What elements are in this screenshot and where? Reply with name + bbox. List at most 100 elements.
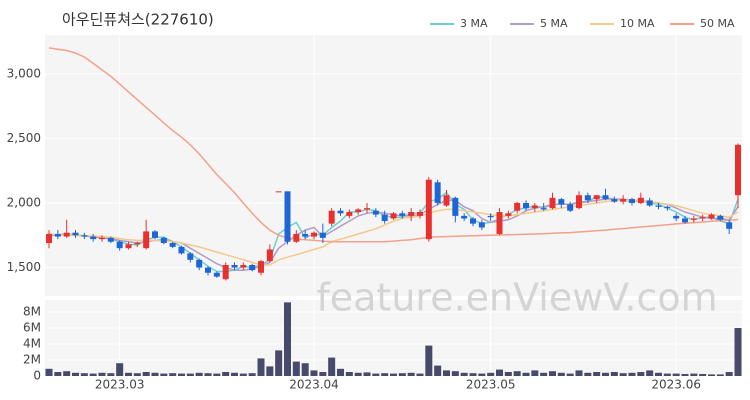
candle-body xyxy=(523,202,529,209)
candle-body xyxy=(629,199,635,203)
candle-body xyxy=(478,222,485,228)
volume-bar xyxy=(248,373,256,376)
volume-bar xyxy=(557,372,565,376)
candle-body xyxy=(708,214,715,219)
volume-bar xyxy=(716,374,724,376)
legend-label: 50 MA xyxy=(700,17,735,30)
candle-body xyxy=(116,241,123,249)
volume-bar xyxy=(257,358,265,376)
volume-bar xyxy=(663,373,671,376)
volume-bar xyxy=(407,372,415,376)
candle-body xyxy=(107,237,114,242)
volume-bar xyxy=(504,372,512,376)
candle-body xyxy=(72,232,79,236)
candle-body xyxy=(328,210,335,224)
volume-bar xyxy=(195,372,203,376)
candle-body xyxy=(364,208,370,210)
candle-body xyxy=(372,210,379,215)
candle-body xyxy=(637,197,644,203)
candle-body xyxy=(620,199,627,202)
volume-bar xyxy=(478,373,486,376)
volume-bar xyxy=(416,373,424,376)
y-tick-label: 6M xyxy=(23,321,41,335)
volume-bar xyxy=(372,373,380,376)
volume-bar xyxy=(425,345,433,376)
candle-body xyxy=(249,264,256,271)
candle-body xyxy=(134,243,141,245)
candle-body xyxy=(143,231,150,249)
candle-body xyxy=(496,212,503,234)
candle-body xyxy=(726,222,733,229)
volume-bar xyxy=(690,373,698,376)
candle-body xyxy=(381,214,388,222)
volume-bar xyxy=(549,371,556,376)
volume-bar xyxy=(328,357,336,376)
candle-body xyxy=(54,233,61,237)
volume-bar xyxy=(142,372,150,376)
candle-body xyxy=(346,212,353,216)
candle-body xyxy=(231,264,238,268)
candle-body xyxy=(222,264,229,280)
candle-body xyxy=(576,195,582,209)
candle-body xyxy=(611,199,618,202)
candle-body xyxy=(81,235,88,237)
volume-bar xyxy=(487,372,495,376)
candle-body xyxy=(646,200,653,206)
y-tick-label: 0 xyxy=(33,369,41,383)
volume-bar xyxy=(381,373,389,376)
volume-bar xyxy=(213,373,221,376)
candle-body xyxy=(602,195,609,200)
candle-body xyxy=(735,144,741,196)
candle-body xyxy=(673,215,680,219)
volume-bar xyxy=(681,374,689,376)
candle-body xyxy=(311,232,317,237)
volume-bar xyxy=(725,372,733,376)
candle-body xyxy=(408,212,415,216)
candle-body xyxy=(178,246,185,254)
candle-body xyxy=(584,195,591,201)
candle-body xyxy=(717,215,724,220)
candle-body xyxy=(275,191,282,193)
candle-body xyxy=(240,264,247,268)
y-tick-label: 1,500 xyxy=(7,260,41,274)
volume-bar xyxy=(301,363,309,376)
volume-bar xyxy=(434,365,442,376)
candle-body xyxy=(664,206,671,209)
candle-body xyxy=(443,195,450,206)
volume-bar xyxy=(708,374,715,376)
candle-body xyxy=(558,199,565,205)
candle-body xyxy=(63,232,70,237)
y-tick-label: 2,500 xyxy=(7,131,41,145)
candle-body xyxy=(302,233,309,237)
volume-bar xyxy=(266,366,274,376)
volume-bar xyxy=(107,373,115,376)
volume-bar xyxy=(566,373,574,376)
x-tick-label: 2023.03 xyxy=(95,378,145,392)
candle-body xyxy=(531,205,538,209)
volume-bar xyxy=(575,370,583,376)
y-tick-label: 8M xyxy=(23,305,41,319)
volume-bar xyxy=(398,373,406,376)
candle-body xyxy=(390,213,397,219)
volume-bar xyxy=(125,372,132,376)
candle-body xyxy=(125,244,132,249)
volume-bar xyxy=(443,370,450,376)
candle-body xyxy=(266,249,273,262)
volume-bar xyxy=(80,373,88,376)
candle-body xyxy=(152,231,158,238)
volume-bar xyxy=(584,372,592,376)
candle-body xyxy=(567,204,574,211)
volume-bar xyxy=(133,373,141,376)
volume-bar xyxy=(45,368,53,376)
ma-line xyxy=(48,47,739,243)
y-tick-label: 2,000 xyxy=(7,195,41,209)
volume-bar xyxy=(496,369,503,376)
volume-bar xyxy=(89,373,97,376)
candle-body xyxy=(487,215,494,218)
candle-body xyxy=(196,259,203,268)
volume-bar xyxy=(63,371,71,376)
y-tick-label: 4M xyxy=(23,337,41,351)
candle-body xyxy=(699,217,706,219)
price-plot-area xyxy=(45,35,742,296)
volume-bar xyxy=(292,361,300,376)
